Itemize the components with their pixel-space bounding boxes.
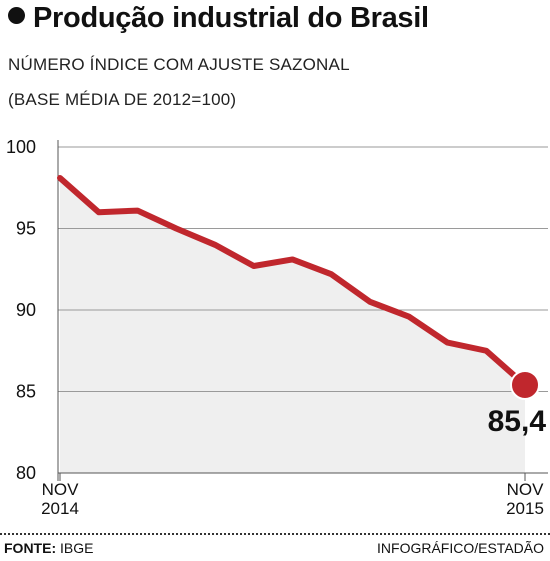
chart-title: Produção industrial do Brasil — [8, 2, 429, 35]
bullet-icon — [8, 7, 25, 24]
chart-subtitle-line2: (BASE MÉDIA DE 2012=100) — [8, 90, 237, 109]
x-tick-label-1: NOV 2015 — [506, 480, 544, 518]
highlight-point — [510, 369, 540, 400]
chart-subtitle-line1: NÚMERO ÍNDICE COM AJUSTE SAZONAL — [8, 55, 350, 74]
y-tick-label-85: 85 — [16, 382, 36, 402]
area-fill — [60, 177, 525, 473]
highlight-value-label: 85,4 — [488, 405, 547, 438]
credit-note: INFOGRÁFICO/ESTADÃO — [377, 540, 544, 556]
source-note: FONTE: IBGE — [4, 540, 93, 556]
y-tick-label-90: 90 — [16, 300, 36, 320]
source-value: IBGE — [60, 540, 94, 556]
line-chart: 80 85 90 95 100 NOV 2014 NOV 2015 85,4 — [6, 137, 548, 518]
chart-title-text: Produção industrial do Brasil — [33, 2, 429, 34]
y-tick-label-95: 95 — [16, 219, 36, 239]
source-label: FONTE: — [4, 540, 57, 556]
x-tick-label-0: NOV 2014 — [41, 480, 79, 518]
y-tick-label-100: 100 — [6, 137, 36, 157]
y-tick-label-80: 80 — [16, 463, 36, 483]
footer-divider — [0, 533, 550, 535]
